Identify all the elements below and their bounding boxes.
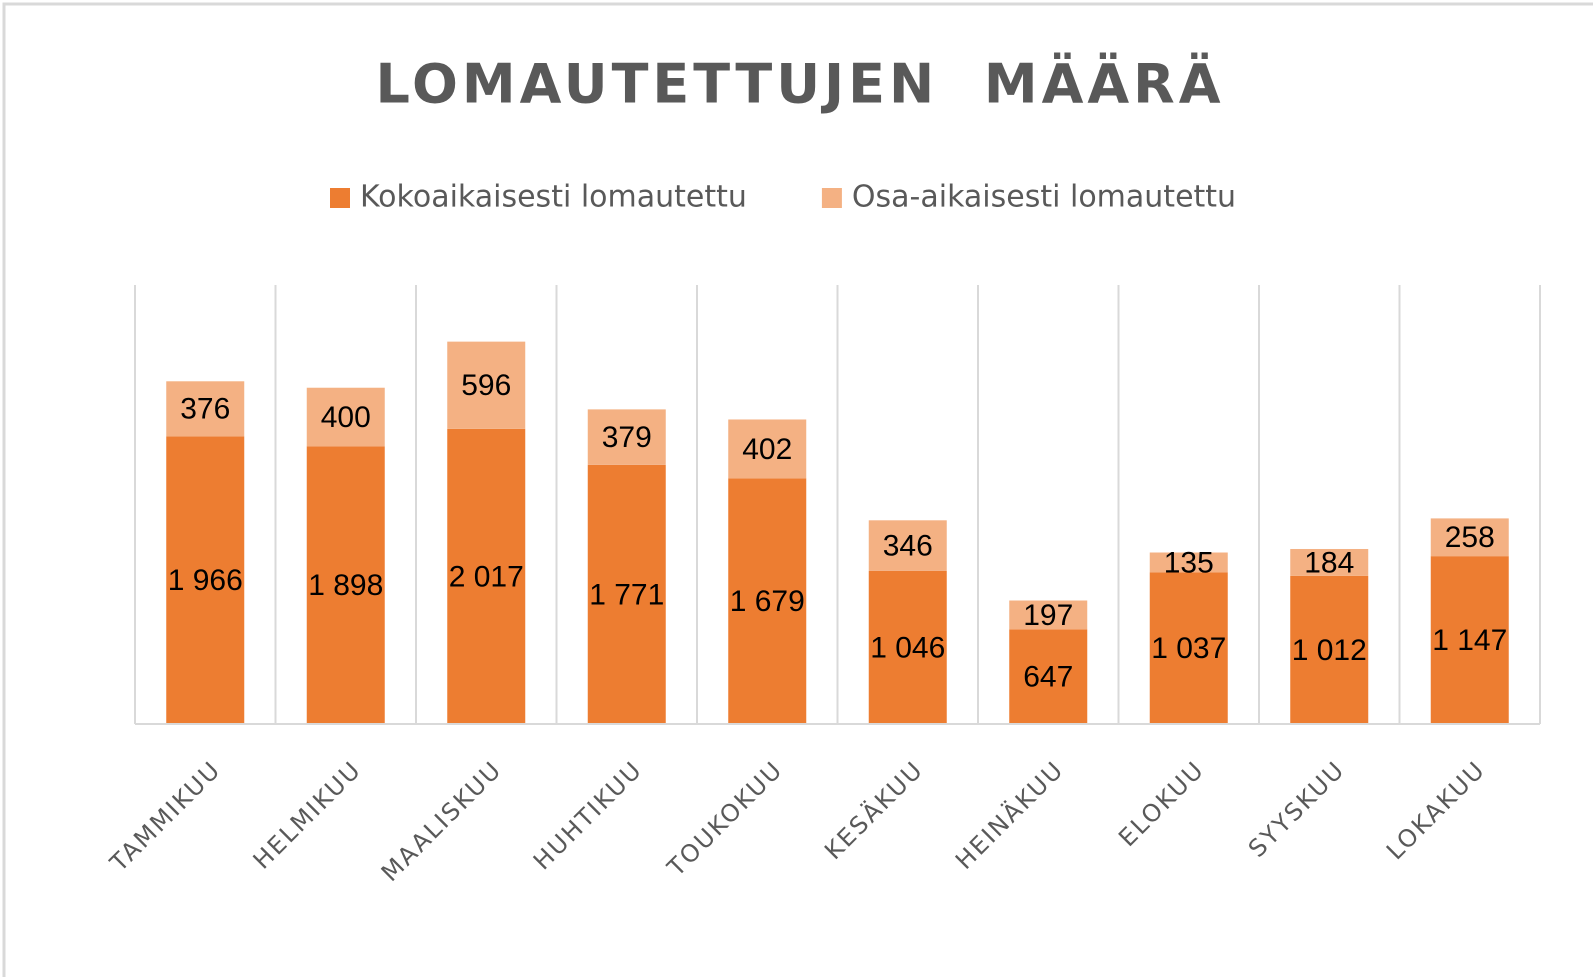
data-label: 647 bbox=[1023, 661, 1073, 694]
data-label: 346 bbox=[883, 530, 933, 563]
data-label: 1 037 bbox=[1151, 632, 1226, 665]
legend-swatch bbox=[821, 188, 842, 208]
bar-segment bbox=[166, 381, 245, 437]
bar-segment bbox=[868, 520, 947, 571]
data-label: 1 012 bbox=[1292, 634, 1367, 667]
data-label: 1 147 bbox=[1432, 624, 1507, 657]
data-label: 197 bbox=[1023, 599, 1073, 632]
data-label: 1 679 bbox=[730, 585, 805, 618]
bar-segment bbox=[1149, 552, 1228, 573]
bar-segment bbox=[1009, 629, 1088, 724]
data-label: 1 898 bbox=[308, 569, 383, 602]
bar-segment bbox=[447, 341, 526, 429]
data-label: 402 bbox=[742, 433, 792, 466]
data-label: 135 bbox=[1164, 546, 1214, 579]
bar-segment bbox=[1009, 600, 1088, 630]
data-label: 2 017 bbox=[449, 560, 524, 593]
bar-segment bbox=[166, 436, 245, 724]
legend-label: Kokoaikaisesti lomautettu bbox=[360, 180, 747, 215]
data-label: 1 046 bbox=[870, 631, 945, 664]
bar-segment bbox=[1430, 556, 1509, 724]
data-label: 1 966 bbox=[168, 564, 243, 597]
bar-segment bbox=[1430, 518, 1509, 557]
data-label: 258 bbox=[1445, 521, 1495, 554]
bar-segment bbox=[447, 428, 526, 724]
bar-segment bbox=[1290, 575, 1369, 724]
legend-swatch bbox=[330, 188, 350, 208]
legend-label: Osa-aikaisesti lomautettu bbox=[852, 180, 1236, 215]
bar-segment bbox=[868, 570, 947, 724]
data-label: 400 bbox=[321, 401, 371, 434]
data-label: 596 bbox=[461, 369, 511, 402]
bar-segment bbox=[306, 387, 385, 447]
data-label: 379 bbox=[602, 421, 652, 454]
bar-segment bbox=[306, 446, 385, 724]
data-label: 184 bbox=[1304, 546, 1354, 579]
data-label: 1 771 bbox=[589, 578, 664, 611]
bar-segment bbox=[587, 464, 666, 724]
bar-segment bbox=[1149, 572, 1228, 724]
bar-segment bbox=[1290, 548, 1369, 576]
bar-segment bbox=[728, 419, 807, 479]
bar-segment bbox=[587, 409, 666, 465]
data-label: 376 bbox=[180, 393, 230, 426]
chart-title: LOMAUTETTUJEN MÄÄRÄ bbox=[375, 53, 1224, 116]
bar-segment bbox=[728, 478, 807, 724]
